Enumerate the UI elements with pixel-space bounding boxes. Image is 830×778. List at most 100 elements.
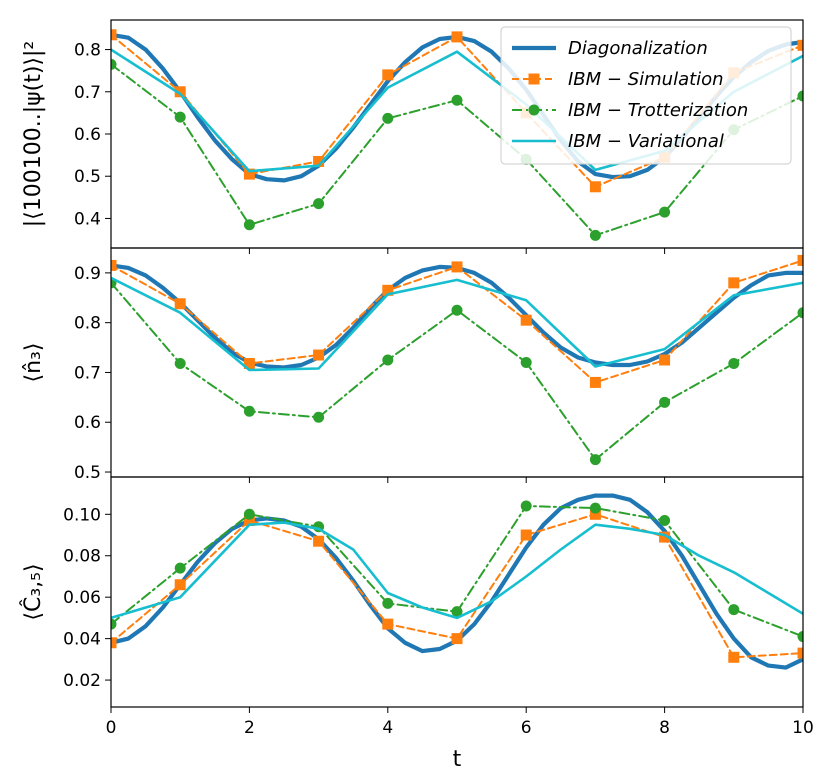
legend-label: IBM − Variational — [568, 131, 724, 152]
y-tick-label: 0.02 — [63, 671, 101, 691]
legend-box — [500, 26, 792, 165]
x-tick-label: 0 — [106, 718, 117, 738]
y-tick-label: 0.10 — [63, 505, 101, 525]
data-point-circle — [451, 94, 463, 106]
legend: Diagonalization IBM − Simulation IBM − Tro… — [500, 26, 792, 165]
data-point-circle — [589, 502, 601, 514]
x-tick-label: 6 — [521, 718, 532, 738]
data-point-square — [111, 637, 117, 649]
data-point-circle — [243, 405, 255, 417]
legend-label: Diagonalization — [568, 38, 708, 59]
data-point-circle — [451, 304, 463, 316]
data-point-circle — [520, 357, 532, 368]
y-tick-label: 0.7 — [74, 83, 101, 103]
data-point-circle — [659, 206, 671, 218]
data-point-square — [728, 277, 740, 289]
panel-2: 0.5 0.6 0.7 0.8 0.9 ⟨n̂₃⟩ — [21, 247, 804, 483]
data-point-square — [174, 579, 186, 591]
data-point-circle — [243, 219, 255, 231]
data-point-square — [313, 155, 325, 167]
data-point-circle — [797, 307, 803, 319]
data-point-circle — [382, 112, 394, 124]
data-point-square — [520, 314, 532, 326]
series-line-solid — [111, 276, 803, 372]
y-axis-label: ⟨n̂₃⟩ — [21, 343, 46, 383]
data-point-circle — [451, 606, 463, 618]
series-line-solid — [111, 521, 803, 620]
y-tick-label: 0.08 — [63, 547, 101, 567]
data-point-square — [451, 633, 463, 645]
data-point-circle — [313, 411, 325, 423]
data-point-square — [174, 298, 186, 310]
y-axis-label: ⟨Ĉ₃,₅⟩ — [20, 563, 46, 620]
x-tick-label: 8 — [659, 718, 670, 738]
data-point-circle — [728, 604, 740, 616]
x-axis-label: t — [453, 747, 462, 772]
data-point-square — [589, 181, 601, 193]
data-point-circle — [382, 597, 394, 609]
y-tick-label: 0.04 — [63, 630, 101, 650]
data-point-circle — [313, 198, 325, 210]
data-point-square — [797, 254, 803, 266]
data-point-circle — [589, 229, 601, 241]
data-point-circle — [174, 111, 186, 123]
data-point-circle — [728, 357, 740, 369]
data-point-square — [243, 515, 255, 527]
y-tick-label: 0.5 — [74, 167, 101, 187]
legend-label: IBM − Trotterization — [568, 100, 748, 121]
y-tick-label: 0.7 — [74, 363, 101, 383]
x-tick-label: 4 — [382, 718, 393, 738]
data-point-circle — [111, 618, 117, 630]
legend-label: IBM − Simulation — [568, 69, 724, 90]
data-point-circle — [520, 500, 532, 512]
data-point-square — [451, 261, 463, 273]
y-tick-label: 0.8 — [74, 314, 101, 334]
legend-marker-square — [528, 73, 540, 85]
axes-frame — [110, 247, 804, 478]
data-point-circle — [797, 90, 803, 102]
data-point-circle — [174, 562, 186, 574]
panels: 0.40.50.60.70.8|⟨100100..|ψ(t)⟩|²0.50.60… — [20, 19, 814, 772]
y-tick-label: 0.9 — [74, 264, 101, 284]
legend-marker-circle — [528, 104, 540, 116]
series-group — [111, 493, 803, 670]
y-tick-label: 0.6 — [74, 125, 101, 145]
data-point-circle — [797, 631, 803, 643]
data-point-square — [728, 651, 740, 663]
data-point-square — [243, 168, 255, 180]
data-point-square — [797, 39, 803, 51]
data-point-circle — [382, 354, 394, 366]
data-point-square — [451, 31, 463, 43]
data-point-square — [382, 618, 394, 630]
y-tick-label: 0.8 — [74, 41, 101, 61]
y-tick-label: 0.6 — [74, 413, 101, 433]
data-point-circle — [659, 515, 671, 527]
data-point-circle — [659, 396, 671, 408]
x-tick-label: 10 — [792, 718, 814, 738]
data-point-square — [382, 69, 394, 81]
data-point-circle — [589, 454, 601, 466]
data-point-square — [111, 259, 117, 271]
axes-frame — [110, 476, 804, 708]
data-point-circle — [174, 357, 186, 369]
data-point-square — [313, 535, 325, 547]
data-point-square — [797, 647, 803, 659]
data-point-circle — [243, 508, 255, 520]
x-tick-label: 2 — [244, 718, 255, 738]
data-point-square — [659, 354, 671, 366]
y-tick-label: 0.5 — [74, 463, 101, 483]
data-point-square — [243, 357, 255, 369]
data-point-square — [589, 508, 601, 520]
data-point-square — [382, 284, 394, 296]
y-axis-label: |⟨100100..|ψ(t)⟩|² — [21, 41, 46, 228]
data-point-square — [313, 349, 325, 361]
panel-3: 0.02 0.04 0.06 0.08 0.10 0 2 4 6 8 10 ⟨Ĉ₃,₅⟩ t — [20, 476, 814, 772]
data-point-square — [111, 29, 117, 41]
series-group — [111, 254, 803, 466]
y-tick-label: 0.4 — [74, 209, 101, 229]
data-point-square — [174, 86, 186, 98]
data-point-square — [589, 376, 601, 388]
data-point-circle — [111, 58, 117, 70]
data-point-square — [520, 529, 532, 541]
data-point-square — [659, 531, 671, 543]
